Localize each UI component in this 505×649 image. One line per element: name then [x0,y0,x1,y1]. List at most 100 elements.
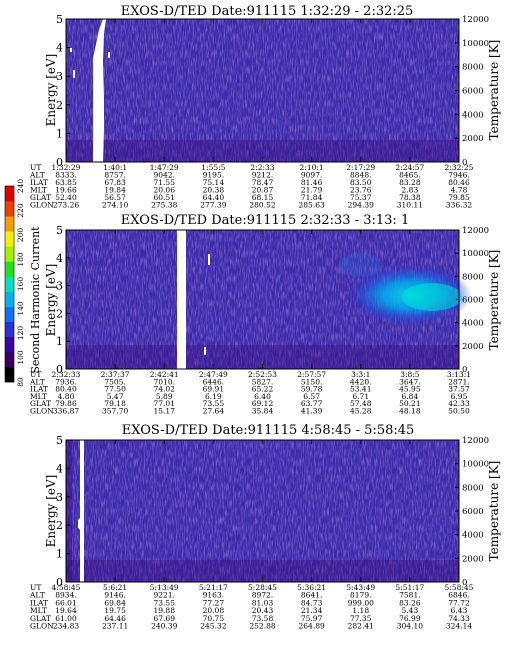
y2-tick-label: 8000 [462,272,484,282]
y-tick-label: 3 [56,70,63,83]
colorbar-tick-label: 100 [16,350,25,365]
meta-value-ilat: 78.47 [252,178,274,187]
meta-value-glat: 57.48 [350,399,372,408]
y-tick-label: 3 [56,280,63,293]
meta-row-label: GLAT [30,399,51,408]
meta-value-glon: 41.39 [301,407,323,416]
meta-value-ut: 2:57:57 [297,370,326,379]
y2-tick-label: 4000 [462,531,484,541]
meta-value-alt: 9195. [203,171,224,180]
panel-2-data-gap [177,230,186,369]
y-tick-label: 0 [56,576,63,589]
panel-2-plot [65,229,472,370]
meta-value-ilat: 53.41 [350,385,371,394]
meta-row-label: GLON [30,201,54,210]
meta-value-ilat: 74.02 [154,385,176,394]
meta-value-glon: 336.87 [53,407,79,416]
y-tick-label: 4 [56,252,63,265]
y2-tick-label: 6000 [462,87,484,97]
y2-tick-label: 6000 [462,507,484,517]
y2-tick-label: 6000 [462,296,484,306]
meta-value-ilat: 80.40 [55,385,77,394]
meta-value-alt: 8333. [55,171,76,180]
meta-value-ut: 5:58:45 [445,583,474,592]
meta-value-alt: 9221. [154,591,175,600]
meta-value-ilat: 69.84 [104,598,126,607]
meta-value-glon: 35.84 [252,407,274,416]
y2-tick-label: 0 [462,158,467,168]
panel-2-title: EXOS-D/TED Date:911115 2:32:33 - 3:13: 1 [121,213,409,228]
colorbar-swatch [5,291,14,307]
meta-row-label: UT [30,583,41,592]
meta-row-label: UT [30,370,41,379]
meta-value-ilat: 37.57 [448,385,470,394]
meta-value-alt: 9163. [203,591,224,600]
meta-value-ut: 2:32:25 [445,163,474,172]
meta-row-label: GLON [30,407,54,416]
panel-3-y2-axis-label: Temperature [K] [487,461,501,562]
panel-3-plot [65,439,460,583]
y2-tick-label: 12000 [462,15,489,25]
meta-value-glat: 71.84 [301,193,323,202]
meta-value-alt: 8757. [104,171,125,180]
panel-1-data-gap [93,19,106,162]
meta-row-label: ILAT [30,385,48,394]
meta-value-mlt: 6.40 [254,392,271,401]
meta-value-mlt: 19.75 [104,606,126,615]
meta-value-ilat: 84.73 [301,598,323,607]
meta-value-alt: 8972. [252,591,273,600]
meta-value-mlt: 6.19 [205,392,222,401]
meta-value-glon: 240.39 [151,622,177,631]
meta-value-glat: 60.51 [154,193,175,202]
meta-row-label: GLON [30,622,54,631]
meta-value-mlt: 4.78 [451,186,468,195]
colorbar-tick-label: 220 [16,203,25,218]
meta-value-glat: 61.00 [55,614,77,623]
colorbar-swatch [5,276,14,292]
meta-value-ut: 2:17:29 [346,163,375,172]
meta-value-alt: 8934. [55,591,76,600]
meta-value-mlt: 6.43 [451,606,468,615]
y-tick-label: 2 [56,99,63,112]
panel-2-axes: 0 1 2 3 4 5 0 2000 4000 6000 8000 10000 12000 2:32:33… [29,224,489,416]
panel-2: EXOS-D/TED Date:911115 2:32:33 - 3:13: 1… [44,213,501,370]
meta-value-glat: 68.15 [252,193,274,202]
meta-value-glat: 75.37 [350,193,372,202]
colorbar-tick-label: 180 [16,252,25,267]
panel-3-y-axis-label: Energy [eV] [44,475,58,548]
meta-value-mlt: 5.89 [156,392,173,401]
meta-value-ut: 3:3:1 [351,370,370,379]
meta-value-ilat: 63.85 [55,178,77,187]
y2-tick-label: 12000 [462,436,489,446]
colorbar-swatch [5,186,14,202]
meta-value-mlt: 20.08 [203,606,225,615]
meta-row-label: ALT [29,171,45,180]
meta-value-mlt: 6.57 [303,392,320,401]
y2-tick-label: 8000 [462,483,484,493]
meta-value-alt: 6446. [203,377,224,386]
y-tick-label: 1 [56,335,63,348]
meta-value-ut: 2:42:41 [150,370,179,379]
meta-value-glon: 264.89 [299,622,325,631]
meta-value-mlt: 20.06 [154,186,176,195]
meta-value-glat: 74.33 [448,614,470,623]
colorbar-swatch [5,321,14,338]
meta-row-label: ALT [29,591,45,600]
meta-value-glat: 77.01 [154,399,175,408]
colorbar-swatch [5,351,14,368]
meta-value-ut: 2:2:33 [250,163,274,172]
meta-value-ilat: 59.78 [301,385,323,394]
meta-value-glon: 252.88 [249,622,275,631]
meta-value-ut: 5:21:17 [199,583,228,592]
meta-value-alt: 9097. [301,171,322,180]
colorbar-tick-label: 140 [16,301,25,316]
meta-row-label: MLT [30,606,47,615]
meta-value-glat: 63.77 [301,399,323,408]
meta-value-ilat: 69.91 [203,385,224,394]
meta-value-alt: 8465. [399,171,420,180]
meta-value-glat: 76.99 [399,614,421,623]
meta-value-glat: 77.35 [350,614,372,623]
y-tick-label: 4 [56,42,63,55]
y2-tick-label: 4000 [462,319,484,329]
meta-row-label: UT [30,163,41,172]
